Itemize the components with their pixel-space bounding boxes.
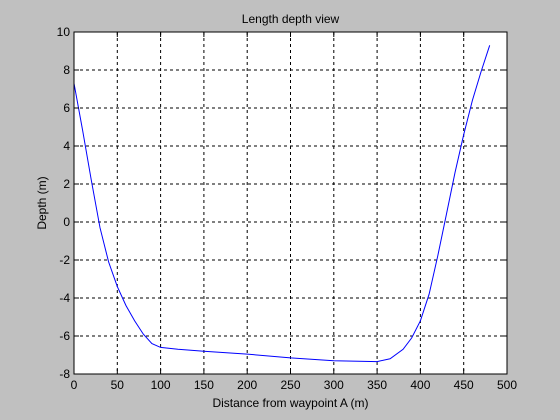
x-tick-label: 450 — [454, 378, 474, 392]
y-tick-label: -2 — [59, 253, 70, 267]
x-axis-label: Distance from waypoint A (m) — [212, 396, 368, 410]
y-tick-label: 8 — [63, 63, 70, 77]
y-tick-label: 6 — [63, 101, 70, 115]
y-tick-label: 2 — [63, 177, 70, 191]
y-tick-label: 0 — [63, 215, 70, 229]
x-tick-label: 250 — [280, 378, 300, 392]
chart-title: Length depth view — [242, 12, 340, 26]
y-tick-label: 4 — [63, 139, 70, 153]
y-tick-label: -8 — [59, 367, 70, 381]
series-layer — [73, 45, 491, 363]
x-tick-label: 350 — [367, 378, 387, 392]
y-tick-label: 10 — [57, 25, 71, 39]
y-tick-label: -4 — [59, 291, 70, 305]
x-tick-label: 50 — [111, 378, 125, 392]
x-tick-label: 500 — [497, 378, 517, 392]
tick-marks — [73, 31, 508, 375]
y-tick-label: -6 — [59, 329, 70, 343]
y-tick-labels: -8 -6 -4 -2 0 2 4 6 8 10 — [57, 25, 71, 381]
x-tick-label: 0 — [71, 378, 78, 392]
x-tick-label: 400 — [410, 378, 430, 392]
x-tick-label: 100 — [151, 378, 171, 392]
depth-profile-line — [73, 45, 491, 363]
x-tick-label: 200 — [237, 378, 257, 392]
x-tick-labels: 0 50 100 150 200 250 300 350 400 450 500 — [71, 378, 518, 392]
x-tick-label: 150 — [194, 378, 214, 392]
y-axis-label: Depth (m) — [35, 176, 49, 229]
x-tick-label: 300 — [324, 378, 344, 392]
